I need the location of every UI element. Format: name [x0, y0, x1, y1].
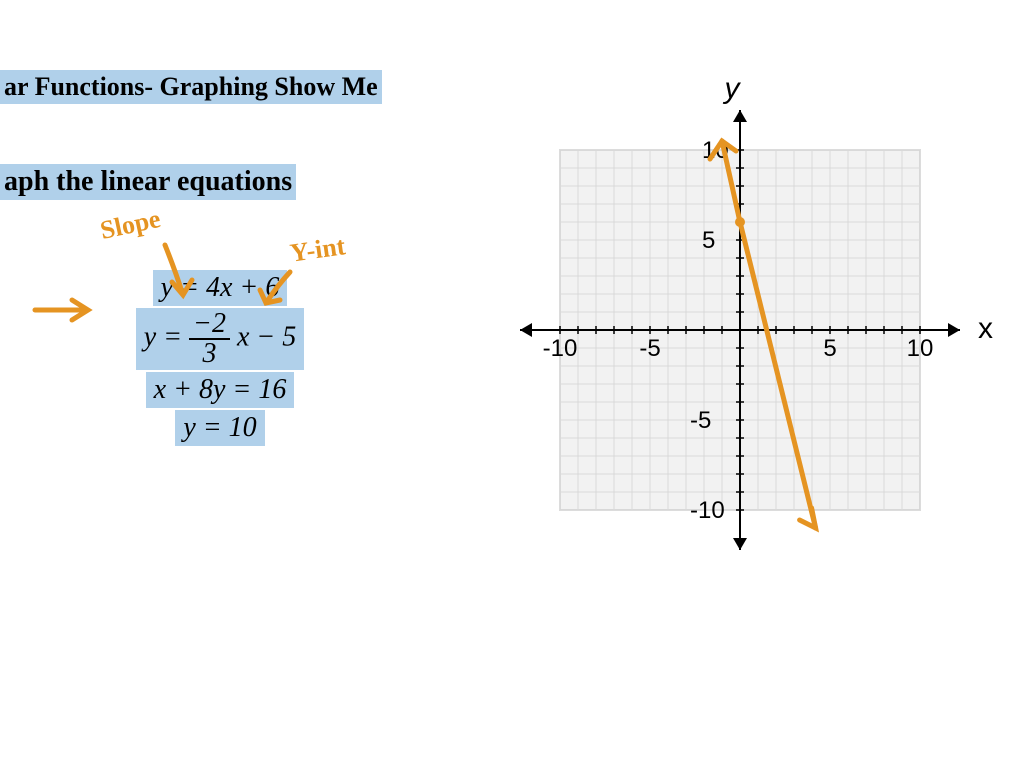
svg-text:5: 5 — [823, 335, 836, 362]
equation-list: y = 4x + 6 y = −23 x − 5 x + 8y = 16 y =… — [0, 270, 440, 446]
grid-svg: -10-10-5-5551010xy — [490, 55, 1010, 595]
eq2-rhs: x − 5 — [230, 321, 296, 352]
title-text: ar Functions- Graphing Show Me — [0, 70, 382, 104]
svg-text:-10: -10 — [690, 497, 725, 524]
subtitle-text: aph the linear equations — [0, 164, 296, 200]
svg-text:x: x — [978, 312, 993, 345]
svg-text:y: y — [723, 72, 742, 105]
svg-text:-10: -10 — [543, 335, 578, 362]
equation-1-text: y = 4x + 6 — [153, 270, 288, 306]
svg-text:10: 10 — [907, 335, 934, 362]
svg-text:5: 5 — [702, 227, 715, 254]
svg-text:-5: -5 — [690, 407, 711, 434]
equation-2: y = −23 x − 5 — [0, 308, 440, 370]
equation-1: y = 4x + 6 — [0, 270, 440, 306]
eq2-den: 3 — [189, 340, 230, 368]
coordinate-grid: -10-10-5-5551010xy — [490, 55, 1010, 595]
page-title: ar Functions- Graphing Show Me — [0, 70, 440, 104]
eq2-lhs: y = — [144, 321, 189, 352]
equation-3: x + 8y = 16 — [0, 372, 440, 408]
equation-2-text: y = −23 x − 5 — [136, 308, 305, 370]
subtitle: aph the linear equations — [0, 164, 440, 200]
eq2-fraction: −23 — [189, 310, 230, 368]
left-panel: ar Functions- Graphing Show Me aph the l… — [0, 70, 440, 448]
equation-4-text: y = 10 — [175, 410, 264, 446]
equation-4: y = 10 — [0, 410, 440, 446]
eq2-num: −2 — [189, 310, 230, 340]
svg-text:-5: -5 — [639, 335, 660, 362]
equation-3-text: x + 8y = 16 — [146, 372, 295, 408]
